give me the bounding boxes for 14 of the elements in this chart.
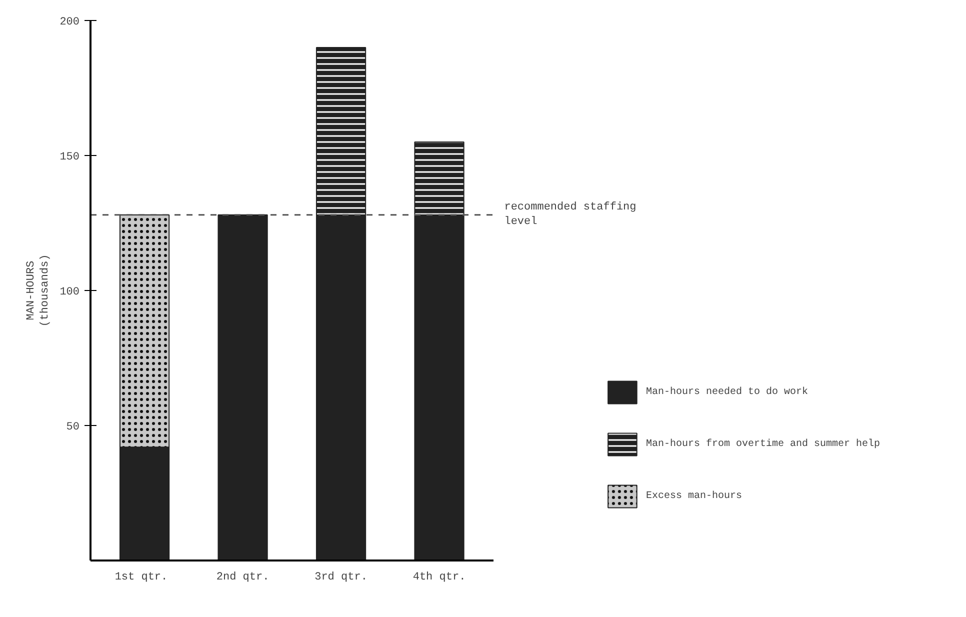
- x-tick-label: 2nd qtr.: [216, 572, 270, 584]
- y-tick-label: 150: [60, 152, 80, 164]
- y-axis-title: MAN-HOURS (thousands): [25, 254, 52, 327]
- legend-label: Excess man-hours: [646, 490, 742, 502]
- legend-label: Man-hours from overtime and summer help: [646, 438, 880, 450]
- bar: [218, 214, 268, 560]
- x-tick-label: 4th qtr.: [412, 572, 466, 584]
- legend-label: Man-hours needed to do work: [646, 386, 808, 398]
- y-tick-label: 50: [66, 422, 80, 434]
- x-tick-label: 3rd qtr.: [314, 572, 368, 584]
- ref-line-label: recommended staffing level: [504, 202, 636, 228]
- y-tick-label: 200: [60, 16, 80, 28]
- x-tick-label: 1st qtr.: [114, 572, 168, 584]
- y-tick-label: 100: [60, 286, 80, 298]
